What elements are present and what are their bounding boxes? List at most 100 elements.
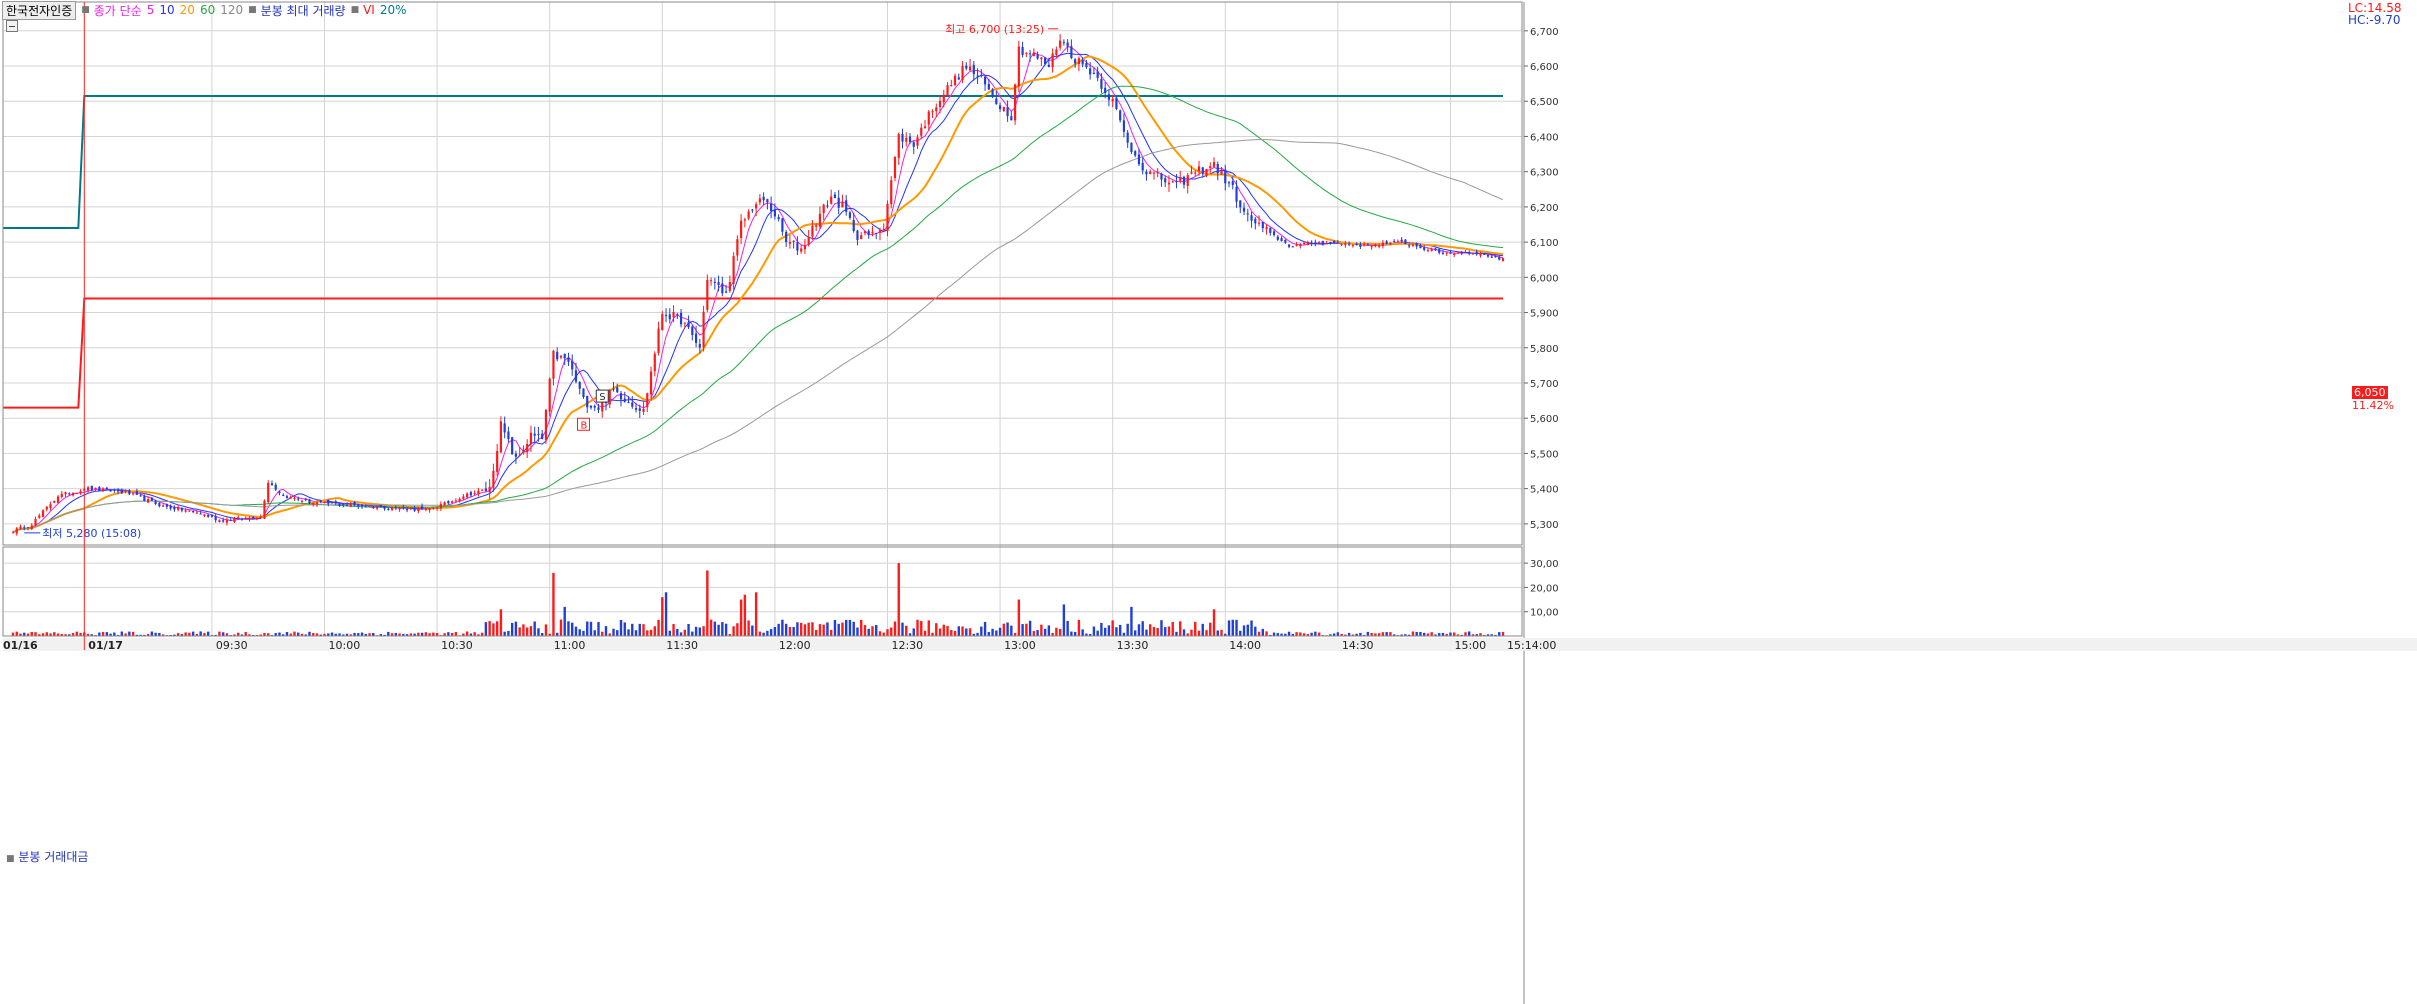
- candle-body: [717, 282, 720, 285]
- volume-bar: [721, 622, 724, 636]
- volume-bar: [297, 632, 300, 636]
- volume-bar: [1351, 634, 1355, 636]
- volume-tick-label: 20,00: [1530, 583, 1559, 594]
- candle-body: [755, 204, 758, 209]
- candle-body: [499, 421, 503, 453]
- volume-bar: [784, 623, 788, 636]
- volume-bar: [1456, 634, 1460, 636]
- volume-bar: [998, 627, 1002, 636]
- volume-bar: [796, 622, 799, 636]
- volume-bar: [327, 633, 330, 636]
- candle-body: [1284, 240, 1287, 243]
- candle-body: [792, 240, 795, 242]
- volume-bar: [631, 623, 634, 636]
- sell-marker[interactable]: [595, 389, 609, 403]
- candle-body: [1051, 53, 1054, 68]
- collapse-button[interactable]: [6, 20, 18, 32]
- ma10-label[interactable]: 10: [159, 3, 175, 17]
- candle-body: [1179, 178, 1182, 181]
- volume-bar: [792, 627, 795, 636]
- ma20-label[interactable]: 20: [179, 3, 195, 17]
- buy-marker[interactable]: [576, 417, 590, 431]
- volume-bar: [875, 624, 878, 636]
- volume-bar: [972, 633, 976, 636]
- price-type-label[interactable]: 종가 단순: [93, 3, 142, 18]
- volume-bar: [428, 633, 431, 636]
- candle-body: [1351, 244, 1354, 246]
- volume-bar: [1081, 629, 1084, 636]
- volume-bar: [950, 629, 953, 636]
- candle-body: [1107, 94, 1111, 100]
- candle-body: [379, 504, 382, 507]
- candle-body: [578, 382, 581, 389]
- candle-body: [1096, 71, 1099, 78]
- candle-body: [222, 520, 225, 522]
- candle-body: [49, 504, 52, 508]
- volume-bar: [897, 563, 900, 636]
- volume-bar: [829, 629, 833, 636]
- volume-bar: [98, 632, 101, 636]
- vi-pct[interactable]: 20%: [379, 3, 407, 17]
- candle-body: [1344, 243, 1347, 246]
- candle-body: [1295, 244, 1298, 246]
- candle-body: [1261, 221, 1264, 229]
- candle-body: [950, 85, 953, 87]
- volume-bar: [357, 633, 360, 636]
- candle-body: [466, 493, 469, 498]
- candle-body: [702, 311, 705, 348]
- volume-bar: [687, 623, 690, 636]
- vi-label[interactable]: VI: [363, 3, 375, 17]
- volume-bar: [1058, 629, 1062, 636]
- volume-bar: [1118, 624, 1122, 636]
- volume-bar: [1051, 632, 1054, 636]
- volume-bar: [244, 632, 247, 636]
- ma20-line: [12, 55, 1504, 534]
- candle-body: [1250, 215, 1253, 221]
- volume-bar: [23, 632, 26, 636]
- candle-body: [180, 507, 183, 511]
- candle-body: [1141, 162, 1144, 171]
- max-volume-label[interactable]: 분봉 최대 거래량: [260, 3, 346, 18]
- volume-bar: [706, 570, 709, 636]
- candle-body: [1145, 171, 1148, 175]
- ma60-label[interactable]: 60: [199, 3, 216, 17]
- price-tick-label: 5,300: [1530, 520, 1559, 531]
- stock-name[interactable]: 한국전자인증: [2, 0, 77, 20]
- volume-bar: [623, 622, 626, 636]
- price-tick-label: 5,900: [1530, 309, 1559, 320]
- candle-body: [1205, 169, 1208, 175]
- candle-body: [1066, 42, 1069, 47]
- volume-bar: [1032, 631, 1036, 636]
- volume-bar: [912, 628, 915, 636]
- volume-bar: [559, 619, 563, 636]
- volume-bar: [638, 623, 641, 636]
- volume-bar: [135, 634, 139, 636]
- candle-body: [991, 89, 994, 97]
- volume-bar: [646, 630, 649, 636]
- candle-body: [154, 500, 157, 504]
- candle-body: [1055, 49, 1058, 55]
- candle-body: [676, 313, 679, 315]
- volume-bar: [15, 631, 18, 636]
- volume-bar: [225, 633, 229, 636]
- volume-panel-title: ■ 분봉 거래대금: [6, 848, 88, 865]
- candle-body: [556, 351, 559, 360]
- candle-body: [571, 360, 574, 370]
- candle-body: [1257, 222, 1261, 224]
- volume-bar: [1028, 620, 1032, 636]
- candle-body: [1092, 72, 1096, 74]
- volume-bar: [781, 619, 784, 636]
- candle-body: [1348, 243, 1351, 245]
- volume-bar: [1336, 632, 1340, 636]
- volume-bar: [679, 632, 683, 636]
- volume-bar: [968, 628, 972, 636]
- volume-bar: [278, 632, 281, 636]
- candle-body: [26, 526, 30, 528]
- ma5-label[interactable]: 5: [146, 3, 155, 17]
- ma120-label[interactable]: 120: [220, 3, 244, 17]
- candle-body: [668, 314, 671, 320]
- candle-body: [308, 499, 311, 504]
- candle-body: [758, 198, 761, 203]
- volume-bar: [1419, 631, 1422, 636]
